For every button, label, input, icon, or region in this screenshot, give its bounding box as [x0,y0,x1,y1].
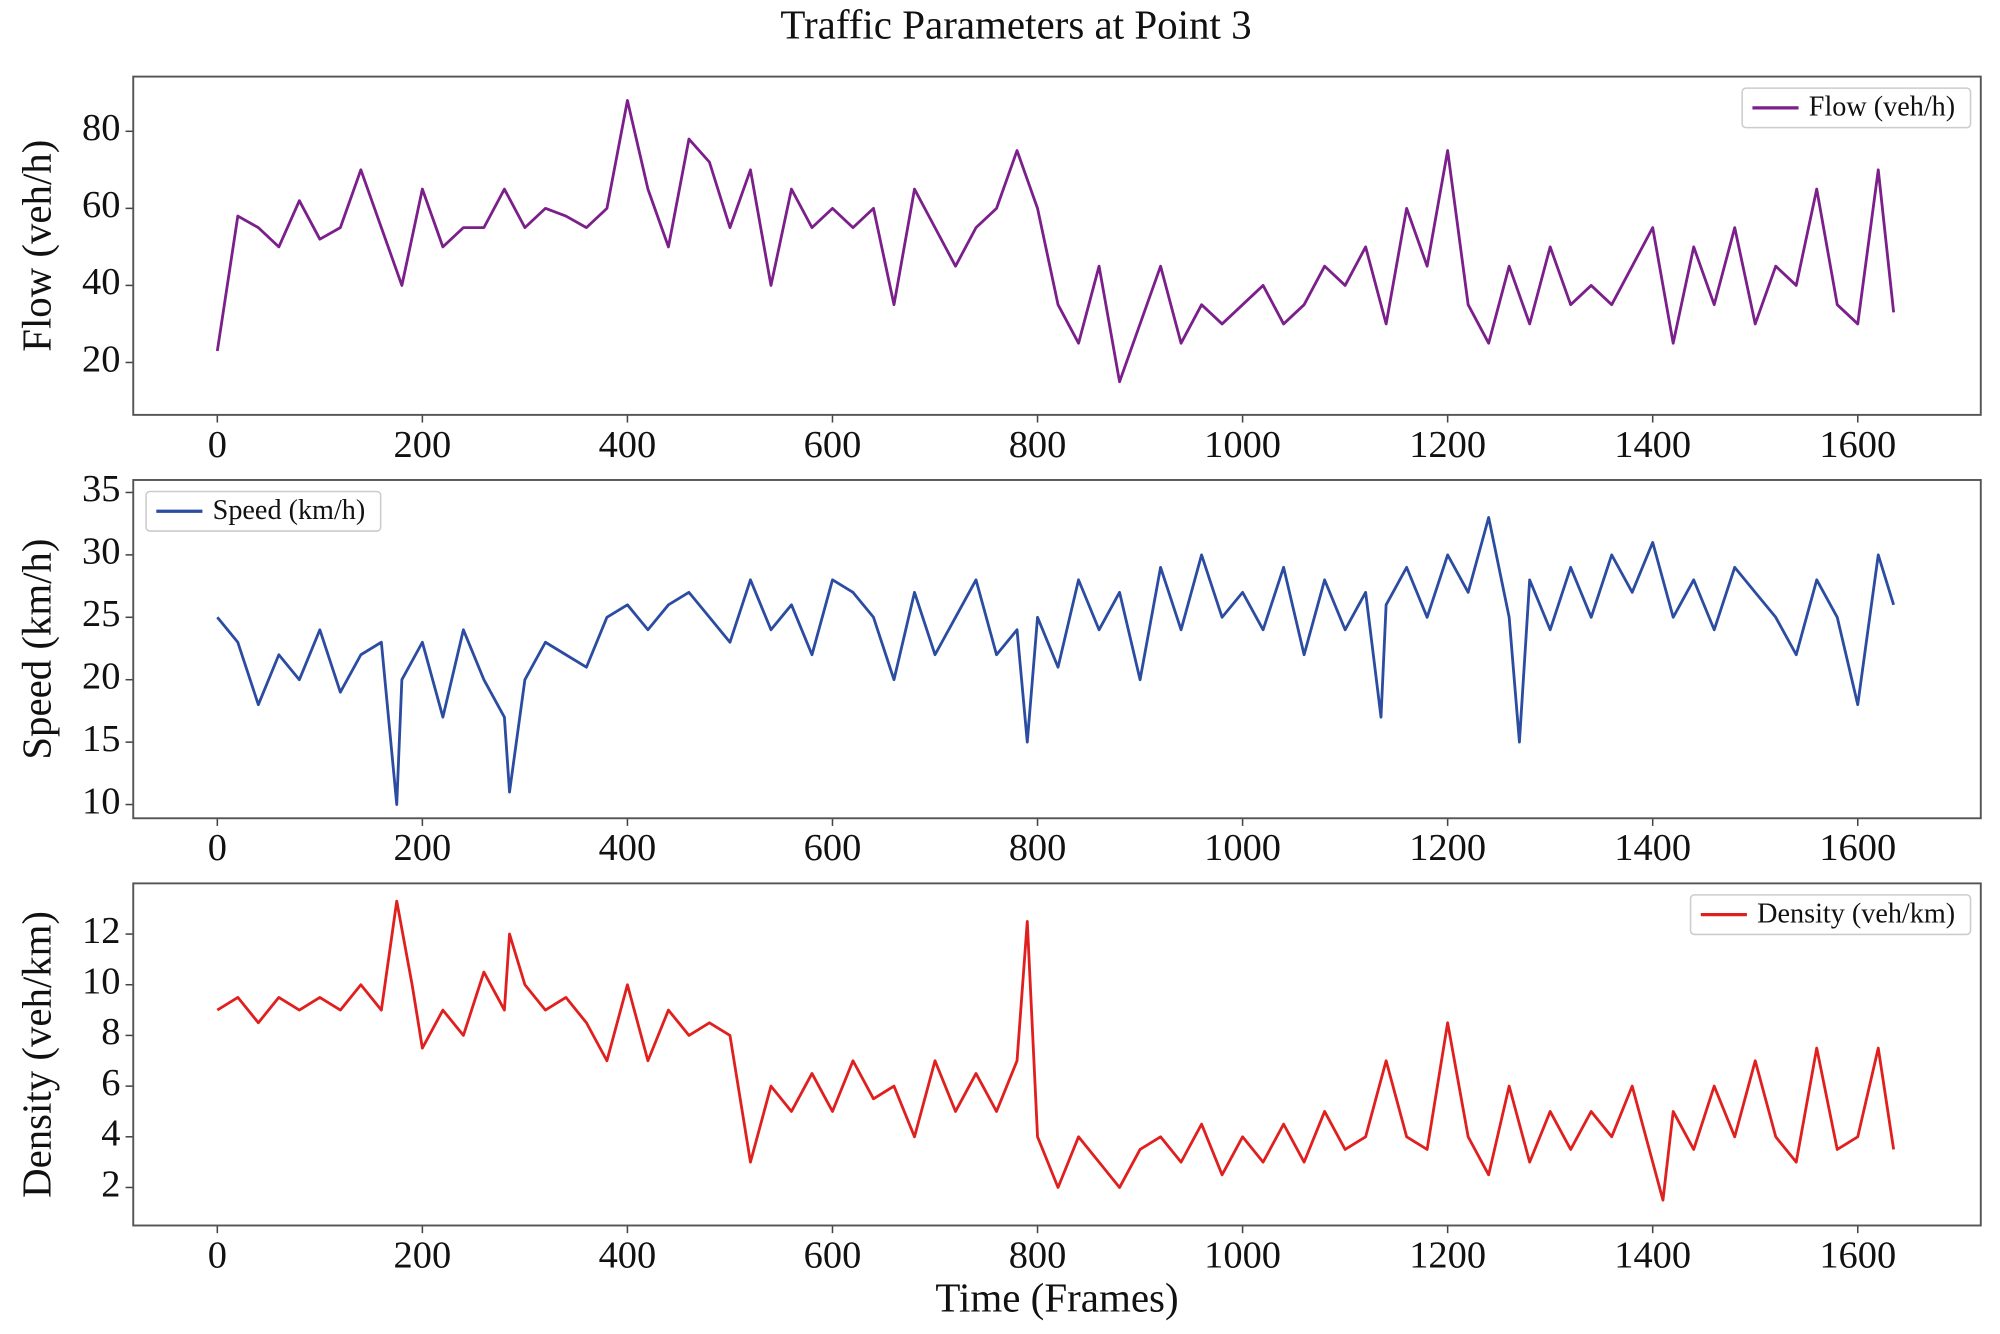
plot-frame [132,75,1982,416]
y-tick-label: 10 [82,961,120,1003]
plot-area [216,516,1895,806]
y-tick-label: 40 [82,261,120,303]
y-tick-label: 60 [82,184,120,226]
data-line [216,516,1895,806]
x-tick-label: 600 [804,424,862,466]
x-tick-label: 0 [208,827,227,869]
data-line [216,899,1896,1202]
y-tick-label: 10 [82,780,120,822]
data-line [215,99,1896,384]
x-tick-label: 600 [804,827,862,869]
legend: Speed (km/h) [145,490,382,532]
x-tick-label: 800 [1009,424,1067,466]
y-tick-label: 8 [101,1011,120,1053]
x-tick-label: 1400 [1614,827,1691,869]
x-tick-label: 800 [1009,827,1067,869]
legend-label: Flow (veh/h) [1809,92,1955,123]
x-tick-label: 400 [599,424,657,466]
y-tick-label: 25 [82,593,120,635]
y-tick-label: 2 [101,1163,120,1205]
x-tick-label: 1200 [1409,1235,1486,1277]
plot-area [215,99,1896,384]
x-tick-label: 400 [599,827,657,869]
x-tick-label: 600 [804,1235,862,1277]
x-tick-label: 1200 [1409,827,1486,869]
x-tick-label: 1400 [1614,424,1691,466]
x-tick-label: 1400 [1614,1235,1691,1277]
plot-frame [132,882,1982,1227]
x-tick-label: 400 [599,1235,657,1277]
x-tick-label: 200 [394,424,452,466]
x-tick-label: 200 [394,1235,452,1277]
legend-box [145,490,382,532]
y-tick-label: 12 [82,910,120,952]
y-axis-label: Density (veh/km) [14,911,59,1198]
x-tick-label: 1000 [1204,1235,1281,1277]
plot-area [216,899,1896,1202]
y-tick-label: 15 [82,718,120,760]
plot-frame [132,479,1982,820]
x-tick-label: 1000 [1204,827,1281,869]
x-axis-label: Time (Frames) [935,1276,1178,1321]
legend-label: Density (veh/km) [1757,898,1955,929]
y-tick-label: 6 [101,1062,120,1104]
y-axis-label: Flow (veh/h) [14,140,59,352]
legend-label: Speed (km/h) [213,495,366,526]
legend: Density (veh/km) [1689,894,1972,936]
figure-title: Traffic Parameters at Point 3 [780,3,1251,48]
x-tick-label: 1600 [1819,424,1896,466]
x-tick-label: 0 [208,1235,227,1277]
legend: Flow (veh/h) [1741,87,1972,129]
y-tick-label: 20 [82,656,120,698]
x-tick-label: 1600 [1819,1235,1896,1277]
y-axis-label: Speed (km/h) [14,539,59,760]
y-tick-label: 20 [82,338,120,380]
y-tick-label: 30 [82,531,120,573]
legend-box [1741,87,1972,129]
x-tick-label: 0 [208,424,227,466]
x-tick-label: 1600 [1819,827,1896,869]
y-tick-label: 4 [101,1113,120,1155]
x-tick-label: 1200 [1409,424,1486,466]
x-tick-label: 200 [394,827,452,869]
y-tick-label: 80 [82,107,120,149]
y-tick-label: 35 [82,468,120,510]
x-tick-label: 1000 [1204,424,1281,466]
x-tick-label: 800 [1009,1235,1067,1277]
legend-box [1689,894,1972,936]
